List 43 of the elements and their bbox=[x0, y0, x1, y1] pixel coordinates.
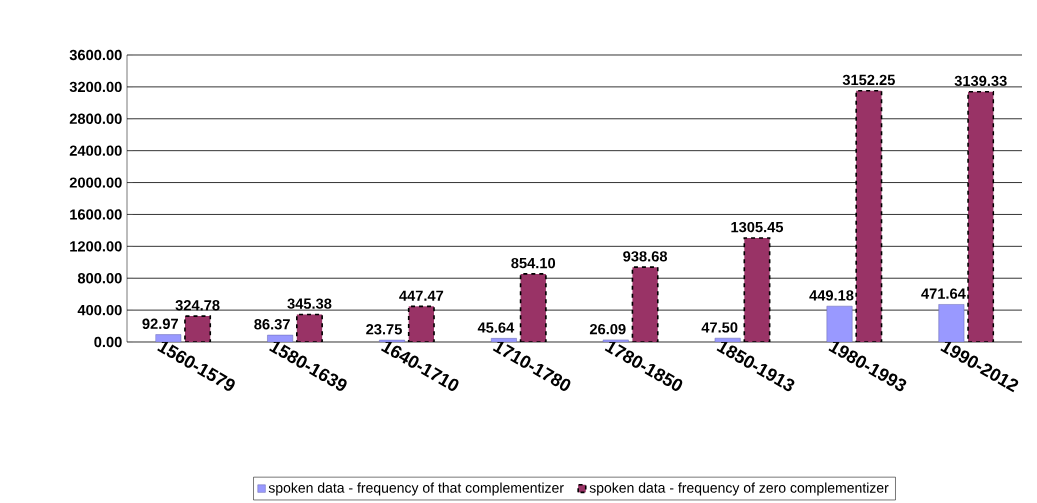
bar bbox=[490, 338, 517, 342]
data-label: 3139.33 bbox=[954, 75, 1007, 87]
data-label: 23.75 bbox=[366, 324, 402, 335]
legend-label: spoken data - frequency of zero complementizer bbox=[589, 482, 889, 496]
bar bbox=[155, 334, 182, 342]
y-tick-label: 2000.00 bbox=[69, 177, 122, 188]
y-tick-label: 1200.00 bbox=[70, 241, 122, 252]
data-label: 854.10 bbox=[511, 257, 556, 269]
y-tick-label: 2800.00 bbox=[69, 113, 122, 124]
y-tick-label: 3200.00 bbox=[69, 81, 122, 93]
bar bbox=[407, 305, 435, 342]
y-tick-label: 800.00 bbox=[77, 273, 122, 284]
bar bbox=[743, 237, 771, 342]
y-tick-label: 400.00 bbox=[77, 304, 122, 316]
bar bbox=[519, 273, 547, 342]
data-label: 26.09 bbox=[589, 323, 626, 335]
bar bbox=[714, 337, 741, 342]
bar bbox=[826, 305, 853, 342]
data-label: 47.50 bbox=[701, 322, 738, 333]
bar bbox=[855, 89, 883, 342]
bar bbox=[938, 304, 965, 342]
legend-label: spoken data - frequency of that complementizer bbox=[268, 482, 564, 496]
data-label: 324.78 bbox=[175, 300, 220, 311]
bar bbox=[602, 339, 629, 342]
data-label: 471.64 bbox=[921, 288, 966, 299]
y-tick-label: 3600.00 bbox=[69, 49, 122, 61]
data-label: 345.38 bbox=[287, 298, 332, 309]
data-label: 3152.25 bbox=[842, 74, 895, 86]
y-tick-label: 2400.00 bbox=[69, 145, 122, 156]
data-label: 92.97 bbox=[142, 318, 178, 329]
data-label: 447.47 bbox=[399, 290, 444, 301]
bar bbox=[267, 334, 294, 342]
bar bbox=[184, 315, 212, 342]
data-label: 1305.45 bbox=[731, 221, 784, 233]
bar bbox=[967, 90, 995, 342]
y-tick-label: 1600.00 bbox=[70, 209, 122, 220]
data-label: 449.18 bbox=[809, 290, 854, 301]
bar bbox=[631, 266, 659, 342]
y-tick-label: 0.00 bbox=[94, 336, 122, 348]
data-label: 45.64 bbox=[477, 322, 515, 333]
bar bbox=[296, 313, 323, 342]
data-label: 938.68 bbox=[623, 251, 668, 262]
data-label: 86.37 bbox=[254, 319, 290, 330]
